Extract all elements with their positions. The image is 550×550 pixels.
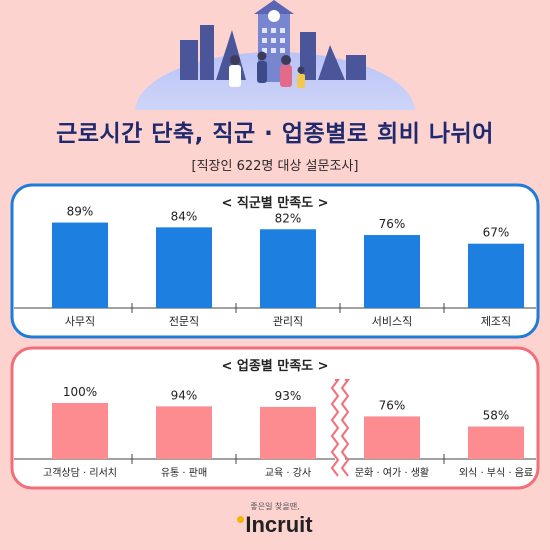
chart-title-1: < 업종별 만족도 >: [221, 358, 328, 374]
data-label: 76%: [379, 398, 406, 412]
category-label: 사무직: [65, 315, 95, 328]
page-subtitle: [직장인 622명 대상 설문조사]: [191, 159, 359, 174]
footer-tagline: 좋은일 찾을땐,: [250, 502, 300, 511]
logo-dot-icon: [237, 516, 245, 523]
bar: [260, 229, 316, 308]
logo-text: Incruit: [245, 512, 313, 537]
category-label: 고객상담 · 리서치: [43, 467, 117, 479]
axis-break-right: [340, 379, 350, 477]
page-title: 근로시간 단축, 직군 · 업종별로 희비 나뉘어: [56, 121, 494, 147]
incruit-logo: Incruit: [0, 512, 550, 538]
category-label: 관리직: [273, 315, 303, 328]
category-label: 외식 · 부식 · 음료: [459, 467, 533, 479]
chart-title-0: < 직군별 만족도 >: [221, 195, 328, 211]
data-label: 93%: [275, 389, 302, 403]
bar: [156, 227, 212, 308]
category-label: 서비스직: [372, 315, 412, 328]
data-label: 76%: [379, 217, 406, 231]
category-label: 교육 · 강사: [265, 467, 311, 479]
data-label: 100%: [63, 385, 97, 399]
bar: [156, 406, 212, 459]
data-label: 89%: [67, 205, 94, 219]
bar: [468, 426, 524, 459]
bar: [260, 406, 316, 459]
bar: [468, 243, 524, 308]
data-label: 84%: [171, 209, 198, 223]
data-label: 82%: [275, 211, 302, 225]
axis-break-gap: [335, 380, 345, 482]
axis-break-left: [330, 379, 340, 477]
category-label: 문화 · 여가 · 생활: [355, 466, 429, 479]
bar: [52, 222, 108, 308]
category-label: 유통 · 판매: [161, 467, 207, 479]
bar: [364, 416, 420, 459]
data-label: 67%: [483, 226, 510, 240]
category-label: 제조직: [481, 315, 511, 328]
data-label: 58%: [483, 409, 510, 423]
category-label: 전문직: [169, 315, 199, 328]
bar: [364, 235, 420, 308]
data-label: 94%: [171, 388, 198, 402]
bar: [52, 403, 108, 459]
city-crowd-illustration: [135, 0, 415, 110]
